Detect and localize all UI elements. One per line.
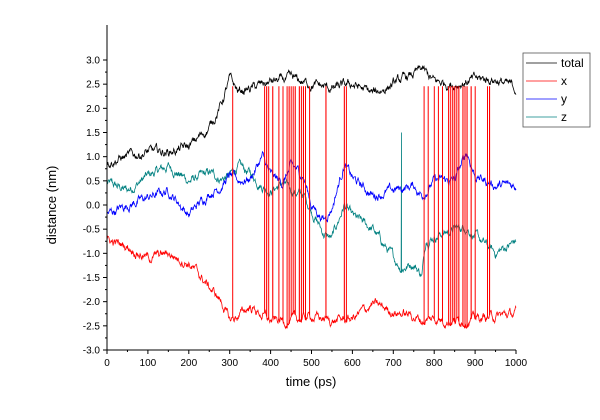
y-tick-label: -1.5 [83,273,101,284]
x-axis-title: time (ps) [286,374,337,389]
axes: 0 100 200 300 400 500 600 700 800 900 1000 3.0 2.5 2.… [83,25,528,369]
y-tick-label: -0.5 [83,225,101,236]
legend-label-z: z [561,110,567,124]
x-tick-label: 200 [180,358,197,369]
x-tick-label: 600 [344,358,361,369]
y-tick-label: 2.0 [86,104,100,115]
y-tick-label: 1.0 [86,152,100,163]
legend-label-x: x [561,74,567,88]
x-tick-label: 700 [385,358,402,369]
x-tick-label: 100 [140,358,157,369]
y-tick-label: 1.5 [86,128,100,139]
y-tick-label: -2.5 [83,321,101,332]
y-tick-label: -1.0 [83,249,101,260]
x-tick-label: 300 [221,358,238,369]
y-tick-label: 3.0 [86,56,100,67]
x-tick-label: 900 [467,358,484,369]
legend-box [522,52,591,128]
y-axis-title: distance (nm) [44,166,59,245]
x-tick-label: 800 [426,358,443,369]
y-tick-label: 2.5 [86,80,100,91]
series-line-x [106,86,517,330]
x-tick-label: 400 [262,358,279,369]
x-tick-label: 500 [303,358,320,369]
legend-label-total: total [561,56,584,70]
y-tick-label: -2.0 [83,297,101,308]
series-line-z [106,132,517,278]
x-tick-label: 0 [104,358,110,369]
series-line-y [106,150,517,223]
x-tick-label: 1000 [505,358,528,369]
y-tick-label: -3.0 [83,346,101,357]
plot-area [106,65,517,330]
legend: total xyz [522,52,591,128]
legend-label-y: y [561,92,567,106]
series-line-total [106,65,517,169]
y-tick-label: 0.0 [86,201,100,212]
y-tick-label: 0.5 [86,176,100,187]
